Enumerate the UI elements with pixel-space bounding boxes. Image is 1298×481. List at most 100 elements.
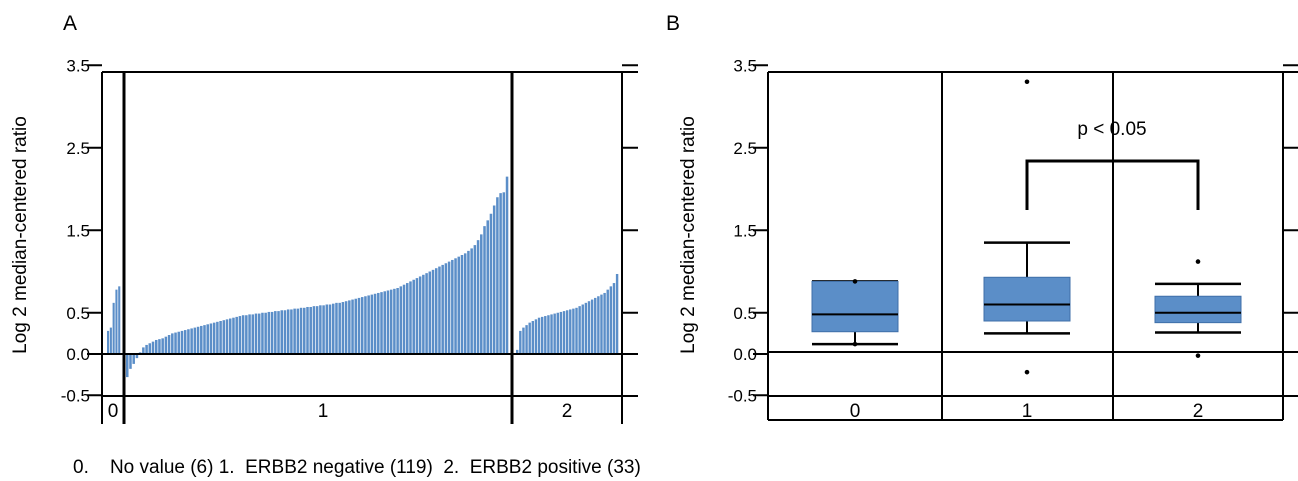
bar	[525, 325, 528, 355]
bar	[293, 308, 296, 355]
footer-legend: 0. No value (6) 1. ERBB2 negative (119) …	[73, 457, 641, 478]
bar	[232, 317, 235, 354]
bar	[606, 289, 609, 354]
bar	[164, 336, 168, 354]
bar	[154, 339, 158, 354]
y-axis-label: Log 2 median-centered ratio	[10, 116, 31, 354]
bar	[222, 320, 226, 354]
significance-bracket	[1025, 159, 1200, 210]
bar	[473, 245, 477, 354]
y-tick-label: 2.5	[733, 139, 757, 158]
bar	[578, 306, 581, 354]
bar	[425, 273, 428, 354]
bar	[377, 292, 380, 354]
bar	[357, 297, 361, 354]
bar	[290, 309, 293, 354]
y-axis-label: Log 2 median-centered ratio	[678, 116, 699, 354]
bar	[569, 309, 572, 354]
y-tick-label: 2.5	[66, 139, 90, 158]
outlier-point	[1195, 259, 1201, 264]
bar	[451, 259, 454, 354]
bar	[129, 354, 132, 369]
bar	[496, 197, 499, 354]
y-tick-label: 3.5	[66, 56, 90, 75]
bar	[322, 305, 325, 354]
category-label: 1	[1022, 401, 1033, 422]
bar	[180, 330, 184, 354]
group-label: 0	[108, 401, 119, 422]
bar	[534, 319, 538, 354]
bar	[303, 307, 306, 354]
bar	[402, 284, 406, 354]
bar	[519, 330, 522, 354]
y-tick-label: 0.5	[66, 304, 90, 323]
group-label: 1	[318, 401, 329, 422]
bar	[209, 323, 213, 354]
bar	[167, 335, 171, 354]
bar	[483, 226, 486, 355]
bar	[502, 192, 506, 354]
bar	[590, 299, 594, 354]
bar	[470, 248, 473, 354]
bar	[248, 314, 251, 354]
bar	[370, 294, 374, 354]
bar	[434, 268, 438, 354]
bar	[415, 278, 419, 354]
bar	[380, 292, 383, 355]
bar	[597, 296, 600, 354]
bar	[562, 311, 566, 354]
bar	[296, 308, 300, 355]
bar	[467, 250, 470, 355]
bar	[553, 313, 556, 354]
bar	[531, 321, 535, 354]
bar	[142, 347, 145, 354]
bar	[148, 343, 152, 354]
bar	[193, 327, 197, 354]
bar	[312, 306, 316, 354]
bar	[177, 331, 181, 354]
bar	[235, 316, 238, 355]
bar	[306, 306, 309, 354]
bar	[480, 234, 483, 355]
panel-a: A Log 2 median-centered ratio 3.5 2.5 1.5 0.5…	[10, 12, 638, 424]
bar	[283, 310, 287, 354]
y-tick-label: 0.0	[733, 345, 757, 364]
bar	[412, 279, 415, 354]
outlier-point	[1024, 369, 1030, 375]
box	[1154, 295, 1242, 324]
bar	[364, 296, 367, 354]
bar	[187, 329, 190, 354]
bar	[344, 301, 348, 354]
y-tick-label: 3.5	[733, 56, 757, 75]
bar	[203, 325, 206, 355]
bar	[319, 305, 322, 354]
panel-a-label: A	[63, 12, 77, 35]
bar	[338, 302, 341, 354]
bar	[348, 300, 351, 355]
bar	[528, 322, 531, 354]
bar	[559, 311, 563, 354]
outlier-point	[1195, 353, 1201, 358]
p-value-label: p < 0.05	[1077, 119, 1146, 140]
bar	[280, 310, 284, 354]
y-tick-label: 1.5	[66, 221, 90, 240]
bar	[393, 288, 396, 354]
bar	[615, 273, 619, 354]
bar	[612, 283, 616, 354]
bar	[245, 315, 248, 354]
bar	[341, 302, 345, 354]
bar	[174, 332, 177, 354]
bar	[261, 312, 264, 354]
bar	[145, 344, 148, 354]
bar	[126, 354, 129, 378]
panel-b-label: B	[666, 12, 680, 35]
box	[983, 276, 1071, 322]
bar	[200, 325, 203, 354]
bar	[196, 326, 200, 354]
bar	[219, 321, 222, 354]
bar	[422, 274, 425, 354]
bar	[431, 269, 435, 354]
bar	[547, 315, 550, 354]
bar	[428, 271, 432, 354]
